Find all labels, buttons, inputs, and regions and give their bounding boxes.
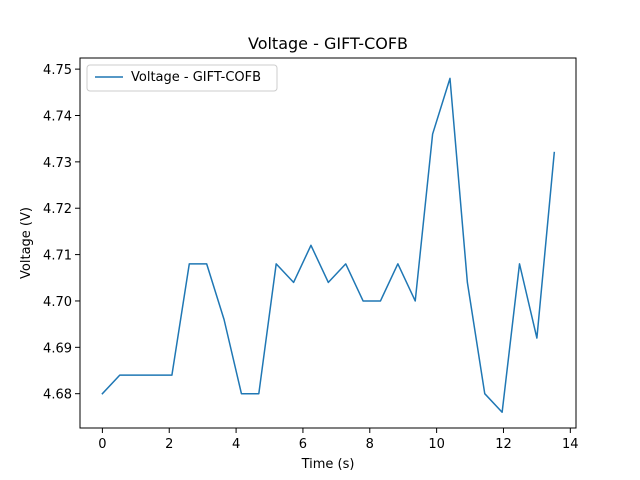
x-axis: 0 2 4 6 8 10 12 14 [98, 428, 579, 452]
legend: Voltage - GIFT-COFB [86, 64, 278, 92]
y-tick-label: 4.68 [43, 388, 72, 403]
y-tick-label: 4.69 [43, 341, 72, 356]
y-axis-title: Voltage (V) [19, 207, 34, 279]
series-line-0 [101, 77, 556, 413]
x-axis-title: Time (s) [301, 457, 355, 472]
axes-frame [79, 57, 577, 429]
x-tick-label: 8 [366, 437, 374, 452]
x-tick-label: 4 [232, 437, 240, 452]
legend-label: Voltage - GIFT-COFB [131, 70, 261, 85]
x-tick-label: 0 [98, 437, 106, 452]
x-tick-label: 12 [495, 437, 512, 452]
y-tick-label: 4.73 [43, 156, 72, 171]
axes-background [80, 58, 576, 428]
y-tick-label: 4.74 [43, 109, 72, 124]
y-tick-label: 4.71 [43, 249, 72, 264]
y-tick-label: 4.75 [43, 63, 72, 78]
y-axis: 4.68 4.69 4.70 4.71 4.72 4.73 4.74 4.75 [43, 63, 80, 403]
x-tick-label: 14 [562, 437, 579, 452]
legend-box [86, 64, 278, 92]
y-tick-label: 4.70 [43, 295, 72, 310]
x-tick-label: 10 [428, 437, 445, 452]
plot-area [79, 57, 577, 429]
x-tick-label: 6 [299, 437, 307, 452]
x-tick-label: 2 [165, 437, 173, 452]
chart-title: Voltage - GIFT-COFB [248, 34, 408, 53]
series-layer [101, 77, 556, 413]
y-tick-label: 4.72 [43, 202, 72, 217]
